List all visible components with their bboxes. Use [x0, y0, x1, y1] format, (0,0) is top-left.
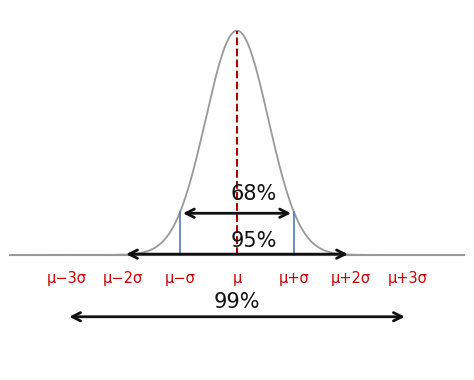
- Text: μ−σ: μ−σ: [164, 271, 196, 286]
- Text: μ+σ: μ+σ: [279, 271, 309, 286]
- Text: μ−3σ: μ−3σ: [46, 271, 86, 286]
- Text: 95%: 95%: [231, 231, 277, 251]
- Text: μ+2σ: μ+2σ: [331, 271, 371, 286]
- Text: μ: μ: [232, 271, 242, 286]
- Text: μ+3σ: μ+3σ: [388, 271, 428, 286]
- Text: 68%: 68%: [231, 184, 277, 204]
- Text: μ−2σ: μ−2σ: [103, 271, 143, 286]
- Text: 99%: 99%: [214, 292, 260, 312]
